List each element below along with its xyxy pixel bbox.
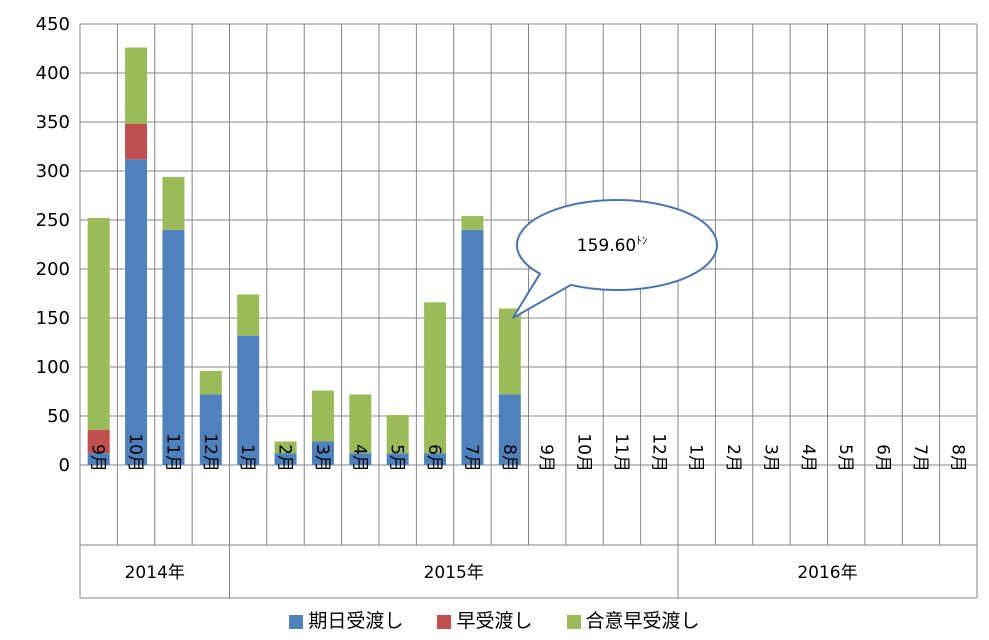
x-axis-year-labels: 2014年 2015年 2016年 — [125, 563, 858, 583]
legend: 期日受渡し 早受渡し 合意早受渡し — [0, 606, 989, 633]
y-tick-label: 100 — [36, 357, 70, 378]
x-axis-month-labels: 9月 10月 11月 12月 1月 2月 3月 4月 5月 6月 7月 8月 9月 10月 11月 12月 1月… — [88, 433, 968, 472]
x-tick-label: 1月 — [237, 444, 257, 472]
year-label: 2016年 — [797, 563, 857, 583]
x-tick-label: 7月 — [910, 444, 930, 472]
callout-number: 159.60 — [577, 236, 636, 256]
bar-segment-series-2 — [274, 441, 297, 454]
x-tick-label: 10月 — [574, 433, 594, 472]
x-tick-label: 2月 — [275, 444, 295, 472]
x-tick-label: 11月 — [162, 433, 182, 472]
bar-segment-series-0 — [386, 453, 409, 465]
x-tick-label: 10月 — [125, 433, 145, 472]
x-tick-label: 6月 — [424, 444, 444, 472]
legend-item-kijitsu: 期日受渡し — [289, 606, 403, 633]
legend-item-goi: 合意早受渡し — [566, 606, 700, 633]
bar-segment-series-0 — [461, 229, 484, 465]
bar-segment-series-2 — [125, 47, 148, 124]
y-tick-label: 50 — [47, 406, 70, 427]
y-tick-label: 300 — [36, 161, 70, 182]
x-tick-label: 9月 — [88, 444, 108, 472]
legend-swatch-goi — [566, 614, 581, 629]
x-tick-label: 3月 — [760, 444, 780, 472]
callout-shape — [511, 199, 718, 319]
bar-segment-series-2 — [424, 302, 447, 454]
x-tick-label: 12月 — [200, 433, 220, 472]
x-tick-label: 3月 — [312, 444, 332, 472]
bar-segment-series-2 — [237, 294, 260, 336]
bar-segment-series-0 — [274, 453, 297, 465]
legend-label-kijitsu: 期日受渡し — [308, 610, 404, 632]
callout-bubble: 159.60ﾄﾝ — [511, 199, 718, 319]
y-tick-label: 0 — [59, 455, 70, 476]
bar-segment-series-0 — [237, 335, 260, 465]
bar-segment-series-0 — [125, 159, 148, 466]
callout-value: 159.60ﾄﾝ — [577, 234, 647, 256]
bar-segment-series-2 — [498, 308, 521, 395]
legend-swatch-haya — [437, 614, 452, 629]
bar-segment-series-1 — [125, 123, 148, 160]
bar-segment-series-0 — [498, 394, 521, 465]
x-tick-label: 5月 — [835, 444, 855, 472]
legend-label-haya: 早受渡し — [456, 610, 533, 632]
y-tick-label: 400 — [36, 63, 70, 84]
x-tick-label: 9月 — [536, 444, 556, 472]
x-tick-label: 5月 — [387, 444, 407, 472]
bar-segment-series-0 — [424, 453, 447, 465]
bar-segment-series-2 — [87, 218, 110, 430]
bar-segment-series-2 — [311, 390, 334, 442]
bar-segment-series-0 — [87, 453, 110, 465]
bar-segment-series-0 — [311, 441, 334, 465]
legend-item-haya: 早受渡し — [437, 606, 533, 633]
legend-label-goi: 合意早受渡し — [585, 610, 700, 632]
x-tick-label: 2月 — [723, 444, 743, 472]
bar-segment-series-2 — [386, 415, 409, 454]
x-tick-label: 11月 — [611, 433, 631, 472]
x-tick-label: 8月 — [947, 444, 967, 472]
bar-segment-series-0 — [162, 229, 185, 465]
x-tick-label: 1月 — [686, 444, 706, 472]
x-tick-label: 6月 — [873, 444, 893, 472]
bar-segment-series-1 — [87, 429, 110, 454]
y-tick-label: 250 — [36, 210, 70, 231]
bar-segment-series-2 — [162, 176, 185, 230]
y-axis-ticks: 0 50 100 150 200 250 300 350 400 450 — [36, 14, 70, 476]
y-tick-label: 450 — [36, 14, 70, 35]
bar-segment-series-2 — [461, 216, 484, 230]
x-tick-label: 4月 — [798, 444, 818, 472]
year-label: 2015年 — [424, 563, 484, 583]
y-tick-label: 150 — [36, 308, 70, 329]
grid-lines — [79, 23, 978, 599]
legend-swatch-kijitsu — [289, 614, 304, 629]
year-label: 2014年 — [125, 563, 185, 583]
bar-segment-series-2 — [349, 394, 372, 454]
x-tick-label: 7月 — [461, 444, 481, 472]
callout-unit: ﾄﾝ — [636, 234, 647, 247]
x-tick-label: 4月 — [349, 444, 369, 472]
bars — [87, 47, 521, 466]
y-tick-label: 350 — [36, 112, 70, 133]
bar-segment-series-0 — [199, 394, 222, 465]
y-tick-label: 200 — [36, 259, 70, 280]
bar-segment-series-0 — [349, 453, 372, 465]
x-tick-label: 8月 — [499, 444, 519, 472]
x-tick-label: 12月 — [648, 433, 668, 472]
bar-segment-series-2 — [199, 370, 222, 395]
